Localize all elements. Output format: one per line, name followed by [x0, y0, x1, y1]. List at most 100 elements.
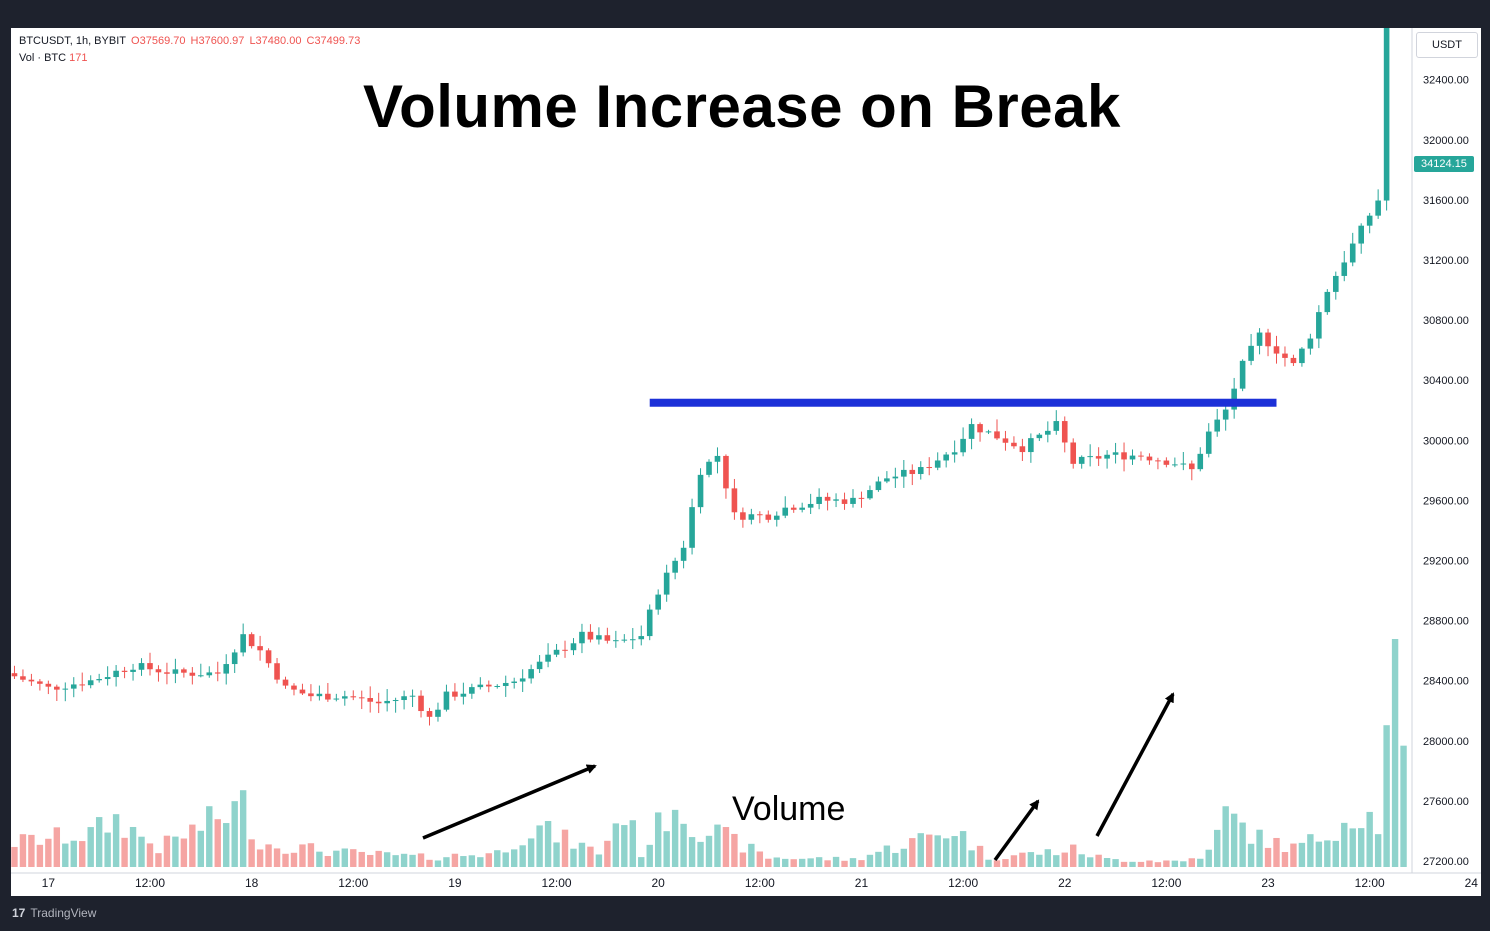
footer: 17 TradingView — [12, 906, 96, 920]
volume-bar — [1358, 828, 1365, 867]
x-tick-label: 12:00 — [542, 876, 572, 890]
volume-bar — [358, 851, 365, 867]
volume-bar — [1103, 857, 1111, 867]
candle — [1341, 262, 1348, 276]
candle — [1070, 442, 1077, 464]
volume-bar — [587, 846, 594, 867]
x-tick-label: 12:00 — [1151, 876, 1181, 890]
volume-bar — [138, 836, 145, 867]
volume-bar — [62, 843, 69, 867]
volume-bar — [28, 834, 35, 867]
x-tick-label: 22 — [1058, 876, 1072, 890]
candle — [1155, 460, 1161, 462]
candle — [917, 467, 924, 475]
candle — [113, 670, 119, 678]
volume-bar — [883, 845, 891, 867]
candle — [28, 679, 35, 682]
volume-bar — [1214, 829, 1221, 867]
annotation-arrow — [993, 799, 1040, 862]
candle — [511, 681, 517, 683]
volume-bar — [239, 790, 247, 867]
volume-bar — [1061, 852, 1068, 867]
volume-bar — [1341, 822, 1348, 867]
candle — [325, 693, 331, 700]
candle — [231, 652, 238, 665]
volume-bar — [1095, 854, 1102, 867]
candle — [731, 488, 738, 513]
candle — [401, 696, 407, 701]
volume-bar — [756, 851, 764, 867]
volume-bar — [383, 852, 391, 867]
y-tick-label: 29600.00 — [1423, 495, 1469, 507]
x-tick-label: 12:00 — [338, 876, 368, 890]
y-tick-label: 29200.00 — [1423, 556, 1469, 568]
price-chart[interactable]: 34800.0034400.0034000.0033600.0033200.00… — [11, 28, 1481, 896]
candle — [697, 474, 704, 508]
volume-bar — [1120, 861, 1128, 867]
candle — [714, 455, 721, 462]
volume-bar — [1112, 859, 1119, 867]
volume-bar — [417, 853, 425, 867]
volume-bar — [400, 853, 408, 867]
volume-bar — [858, 860, 865, 867]
candle — [943, 454, 949, 461]
candle — [934, 460, 941, 468]
volume-bar — [926, 834, 933, 867]
candle — [655, 594, 661, 610]
volume-bar — [1307, 834, 1314, 867]
candle — [198, 675, 204, 677]
volume-bar — [765, 858, 772, 867]
high-value: H37600.97 — [190, 35, 245, 47]
volume-bar — [1027, 852, 1035, 867]
volume-bar — [197, 830, 205, 867]
volume-bar — [832, 856, 840, 867]
volume-bar — [739, 852, 747, 867]
volume-bar — [951, 836, 958, 867]
last-price-badge: 34124.15 — [1414, 156, 1474, 172]
candle — [604, 635, 611, 641]
volume-bar — [875, 851, 882, 867]
candle — [680, 547, 687, 561]
volume-bar — [909, 838, 916, 867]
candle — [11, 673, 18, 677]
candle — [562, 649, 568, 651]
candle — [638, 636, 645, 640]
volume-bar — [790, 859, 797, 867]
volume-bar — [426, 859, 433, 867]
candle — [87, 680, 94, 686]
candle — [841, 499, 848, 504]
volume-bar — [1171, 860, 1179, 867]
candle — [1358, 225, 1364, 244]
candle — [214, 672, 221, 674]
candle — [316, 693, 323, 697]
currency-button[interactable]: USDT — [1416, 32, 1478, 58]
candle — [452, 691, 458, 697]
candle — [130, 669, 136, 672]
volume-bar — [1180, 861, 1187, 867]
close-value: C37499.73 — [306, 35, 361, 47]
volume-bar — [917, 833, 924, 867]
brand-label[interactable]: TradingView — [30, 906, 97, 920]
candle — [1222, 409, 1229, 420]
candle — [435, 709, 441, 717]
volume-bar — [993, 860, 1001, 867]
candle — [621, 639, 628, 641]
candle — [1172, 464, 1178, 466]
candle — [1383, 28, 1390, 201]
candle — [926, 467, 933, 469]
volume-bar — [1078, 854, 1085, 867]
volume-bar — [70, 840, 77, 867]
volume-bar — [892, 852, 899, 867]
volume-bar — [477, 857, 484, 867]
volume-bar — [1366, 811, 1373, 867]
candle — [663, 572, 670, 595]
volume-bar — [1239, 822, 1246, 867]
volume-bar — [798, 858, 806, 867]
candle — [138, 663, 145, 670]
y-tick-label: 32400.00 — [1423, 75, 1469, 87]
volume-bar — [1349, 828, 1356, 867]
volume-bar — [722, 827, 730, 867]
candle — [1214, 419, 1221, 432]
volume-bar — [1281, 851, 1289, 867]
volume-bar — [1163, 860, 1170, 867]
